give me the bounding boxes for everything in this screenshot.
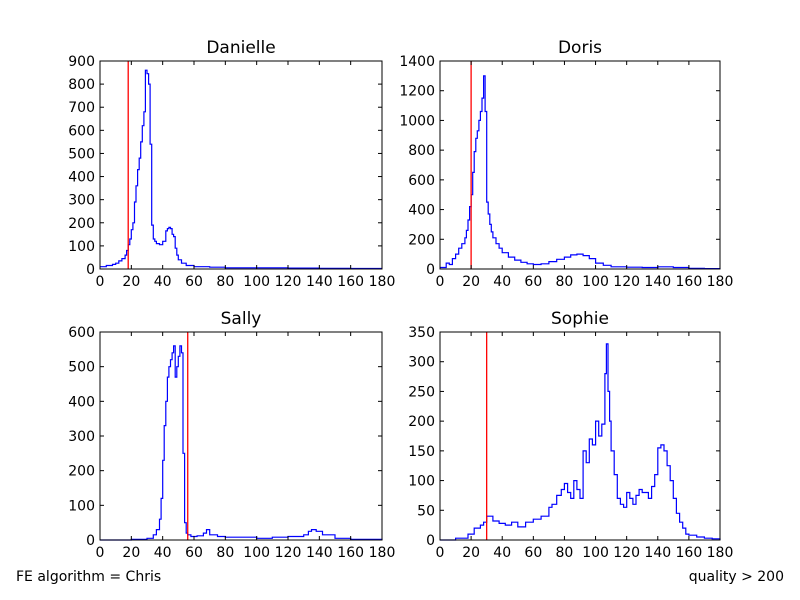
y-tick-label: 300 — [68, 429, 95, 445]
x-tick-label: 40 — [154, 274, 172, 290]
x-tick-label: 100 — [582, 274, 609, 290]
panel-title: Sophie — [551, 309, 609, 329]
x-tick-label: 60 — [185, 274, 203, 290]
y-tick-label: 400 — [408, 203, 435, 219]
x-tick-label: 40 — [493, 274, 511, 290]
x-tick-label: 0 — [436, 545, 445, 561]
x-tick-label: 100 — [582, 545, 609, 561]
histogram-line — [100, 69, 382, 270]
y-tick-label: 300 — [408, 355, 435, 371]
x-tick-label: 180 — [707, 274, 734, 290]
x-tick-label: 20 — [462, 274, 480, 290]
y-tick-label: 250 — [408, 384, 435, 400]
x-tick-label: 140 — [306, 274, 333, 290]
axes-frame — [99, 60, 383, 270]
x-tick-label: 20 — [122, 274, 140, 290]
histogram-line — [440, 343, 721, 541]
y-tick-label: 400 — [68, 394, 95, 410]
x-tick-label: 120 — [275, 274, 302, 290]
x-tick-label: 140 — [644, 545, 671, 561]
x-tick-label: 0 — [436, 274, 445, 290]
x-tick-label: 100 — [243, 545, 270, 561]
x-tick-label: 80 — [216, 274, 234, 290]
x-tick-label: 180 — [707, 545, 734, 561]
axes-frame — [439, 331, 721, 541]
quality-note: quality > 200 — [688, 569, 784, 585]
y-tick-label: 0 — [86, 533, 95, 549]
y-tick-label: 500 — [68, 146, 95, 162]
y-tick-label: 400 — [68, 170, 95, 186]
y-tick-label: 1400 — [399, 54, 435, 70]
y-tick-label: 200 — [408, 232, 435, 248]
y-tick-label: 600 — [408, 173, 435, 189]
x-tick-label: 40 — [493, 545, 511, 561]
y-tick-label: 800 — [68, 77, 95, 93]
y-tick-label: 900 — [68, 54, 95, 70]
x-tick-label: 80 — [556, 274, 574, 290]
x-tick-label: 60 — [524, 545, 542, 561]
x-tick-label: 20 — [462, 545, 480, 561]
y-tick-label: 200 — [408, 414, 435, 430]
panel-title: Sally — [221, 309, 262, 329]
x-tick-label: 140 — [306, 545, 333, 561]
x-tick-label: 60 — [185, 545, 203, 561]
y-tick-label: 300 — [68, 193, 95, 209]
x-tick-label: 120 — [613, 274, 640, 290]
x-tick-label: 80 — [216, 545, 234, 561]
x-tick-label: 0 — [96, 274, 105, 290]
y-tick-label: 150 — [408, 444, 435, 460]
y-tick-label: 1000 — [399, 113, 435, 129]
panel-danielle: Danielle 0 20 40 60 80 100 120 140 160 180 0 100 200 3… — [68, 38, 395, 290]
y-tick-label: 0 — [426, 533, 435, 549]
y-tick-label: 350 — [408, 325, 435, 341]
histogram-line — [100, 345, 383, 541]
x-tick-label: 180 — [369, 274, 396, 290]
x-tick-label: 120 — [613, 545, 640, 561]
x-tick-label: 60 — [524, 274, 542, 290]
x-tick-label: 20 — [122, 545, 140, 561]
x-tick-label: 120 — [275, 545, 302, 561]
y-tick-label: 200 — [68, 464, 95, 480]
panel-title: Danielle — [206, 38, 275, 58]
algorithm-note: FE algorithm = Chris — [16, 569, 162, 585]
y-tick-label: 0 — [426, 262, 435, 278]
y-tick-label: 600 — [68, 123, 95, 139]
y-tick-label: 100 — [68, 239, 95, 255]
panel-sally: Sally 0 20 40 60 80 100 120 140 160 180 0 100 200 300 4… — [68, 309, 395, 561]
y-tick-label: 100 — [68, 498, 95, 514]
axes-frame — [99, 331, 383, 541]
panel-doris: Doris 0 20 40 60 80 100 120 140 160 180 0 200 400 600 8… — [399, 38, 733, 290]
histogram-line — [440, 75, 721, 270]
panel-title: Doris — [558, 38, 602, 58]
y-tick-label: 50 — [417, 503, 435, 519]
y-tick-label: 0 — [86, 262, 95, 278]
x-tick-label: 160 — [676, 274, 703, 290]
y-tick-label: 600 — [68, 325, 95, 341]
y-tick-label: 1200 — [399, 84, 435, 100]
y-tick-label: 500 — [68, 360, 95, 376]
x-tick-label: 0 — [96, 545, 105, 561]
axes-frame — [439, 60, 721, 270]
x-tick-label: 160 — [337, 545, 364, 561]
x-tick-label: 180 — [369, 545, 396, 561]
x-tick-label: 80 — [556, 545, 574, 561]
y-tick-label: 700 — [68, 100, 95, 116]
x-tick-label: 160 — [337, 274, 364, 290]
x-tick-label: 100 — [243, 274, 270, 290]
x-tick-label: 160 — [676, 545, 703, 561]
x-tick-label: 40 — [154, 545, 172, 561]
x-tick-label: 140 — [644, 274, 671, 290]
y-tick-label: 100 — [408, 474, 435, 490]
y-tick-label: 800 — [408, 143, 435, 159]
y-tick-label: 200 — [68, 216, 95, 232]
